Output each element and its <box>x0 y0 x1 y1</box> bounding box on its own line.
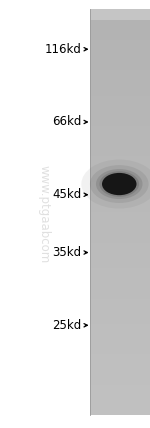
Bar <box>90 278 150 283</box>
Bar <box>90 202 150 207</box>
Bar <box>90 349 150 354</box>
Bar <box>90 75 150 80</box>
Bar <box>90 268 150 273</box>
Bar <box>90 152 150 157</box>
Bar <box>90 334 150 339</box>
Bar <box>90 228 150 232</box>
Bar <box>90 243 150 248</box>
Bar <box>90 86 150 91</box>
Bar <box>90 162 150 166</box>
Bar <box>90 91 150 95</box>
Bar <box>90 319 150 324</box>
Bar <box>90 121 150 126</box>
Bar <box>90 187 150 192</box>
Bar <box>90 258 150 263</box>
Text: 25kd: 25kd <box>52 319 82 332</box>
Bar <box>90 212 150 217</box>
Bar <box>90 365 150 369</box>
Ellipse shape <box>102 173 136 195</box>
Bar <box>90 30 150 35</box>
Bar <box>90 131 150 136</box>
Bar <box>90 405 150 410</box>
Bar <box>90 136 150 141</box>
Bar <box>90 298 150 303</box>
Text: www.ptgaabcom: www.ptgaabcom <box>38 165 51 263</box>
Bar <box>90 390 150 395</box>
Bar <box>90 146 150 152</box>
Bar <box>90 324 150 329</box>
Bar <box>90 253 150 258</box>
Text: 116kd: 116kd <box>45 43 82 56</box>
Bar <box>90 344 150 349</box>
Bar <box>90 172 150 177</box>
Bar <box>90 294 150 298</box>
Bar <box>90 329 150 334</box>
Bar <box>90 354 150 360</box>
Bar <box>90 248 150 253</box>
Ellipse shape <box>99 171 139 197</box>
Bar <box>90 360 150 365</box>
Bar <box>90 166 150 172</box>
Bar <box>90 232 150 238</box>
Bar <box>90 309 150 314</box>
Bar <box>90 101 150 106</box>
Bar <box>90 314 150 319</box>
Bar <box>90 385 150 390</box>
Bar <box>90 15 150 20</box>
Bar <box>90 217 150 223</box>
Bar <box>90 223 150 228</box>
Ellipse shape <box>96 169 142 199</box>
Bar <box>90 197 150 202</box>
Bar <box>90 400 150 405</box>
Text: 45kd: 45kd <box>52 188 82 201</box>
Bar <box>90 116 150 121</box>
Bar <box>90 283 150 288</box>
Bar <box>90 374 150 380</box>
Bar <box>90 273 150 278</box>
Bar <box>90 238 150 243</box>
Bar <box>90 9 150 20</box>
Bar <box>90 207 150 212</box>
Bar <box>90 45 150 50</box>
Bar <box>90 111 150 116</box>
Bar <box>90 395 150 400</box>
Bar <box>90 55 150 60</box>
Bar <box>90 9 150 15</box>
Bar <box>90 106 150 111</box>
Text: 66kd: 66kd <box>52 116 82 128</box>
Bar <box>90 25 150 30</box>
Bar <box>90 80 150 86</box>
Bar <box>90 182 150 187</box>
Bar <box>90 380 150 385</box>
Bar <box>90 288 150 294</box>
Bar <box>90 369 150 374</box>
Ellipse shape <box>81 160 150 208</box>
Bar <box>90 192 150 197</box>
Text: 35kd: 35kd <box>53 246 82 259</box>
Bar <box>90 95 150 101</box>
Bar <box>90 157 150 162</box>
Bar <box>90 410 150 415</box>
Bar <box>90 60 150 65</box>
Bar <box>90 263 150 268</box>
Bar <box>90 50 150 55</box>
Bar <box>90 126 150 131</box>
Bar <box>90 177 150 182</box>
Bar <box>90 339 150 344</box>
Bar <box>90 141 150 146</box>
Bar <box>90 303 150 309</box>
Bar <box>90 70 150 75</box>
Bar <box>90 40 150 45</box>
Bar <box>90 35 150 40</box>
Bar <box>90 65 150 70</box>
Bar <box>90 20 150 25</box>
Ellipse shape <box>90 165 148 203</box>
